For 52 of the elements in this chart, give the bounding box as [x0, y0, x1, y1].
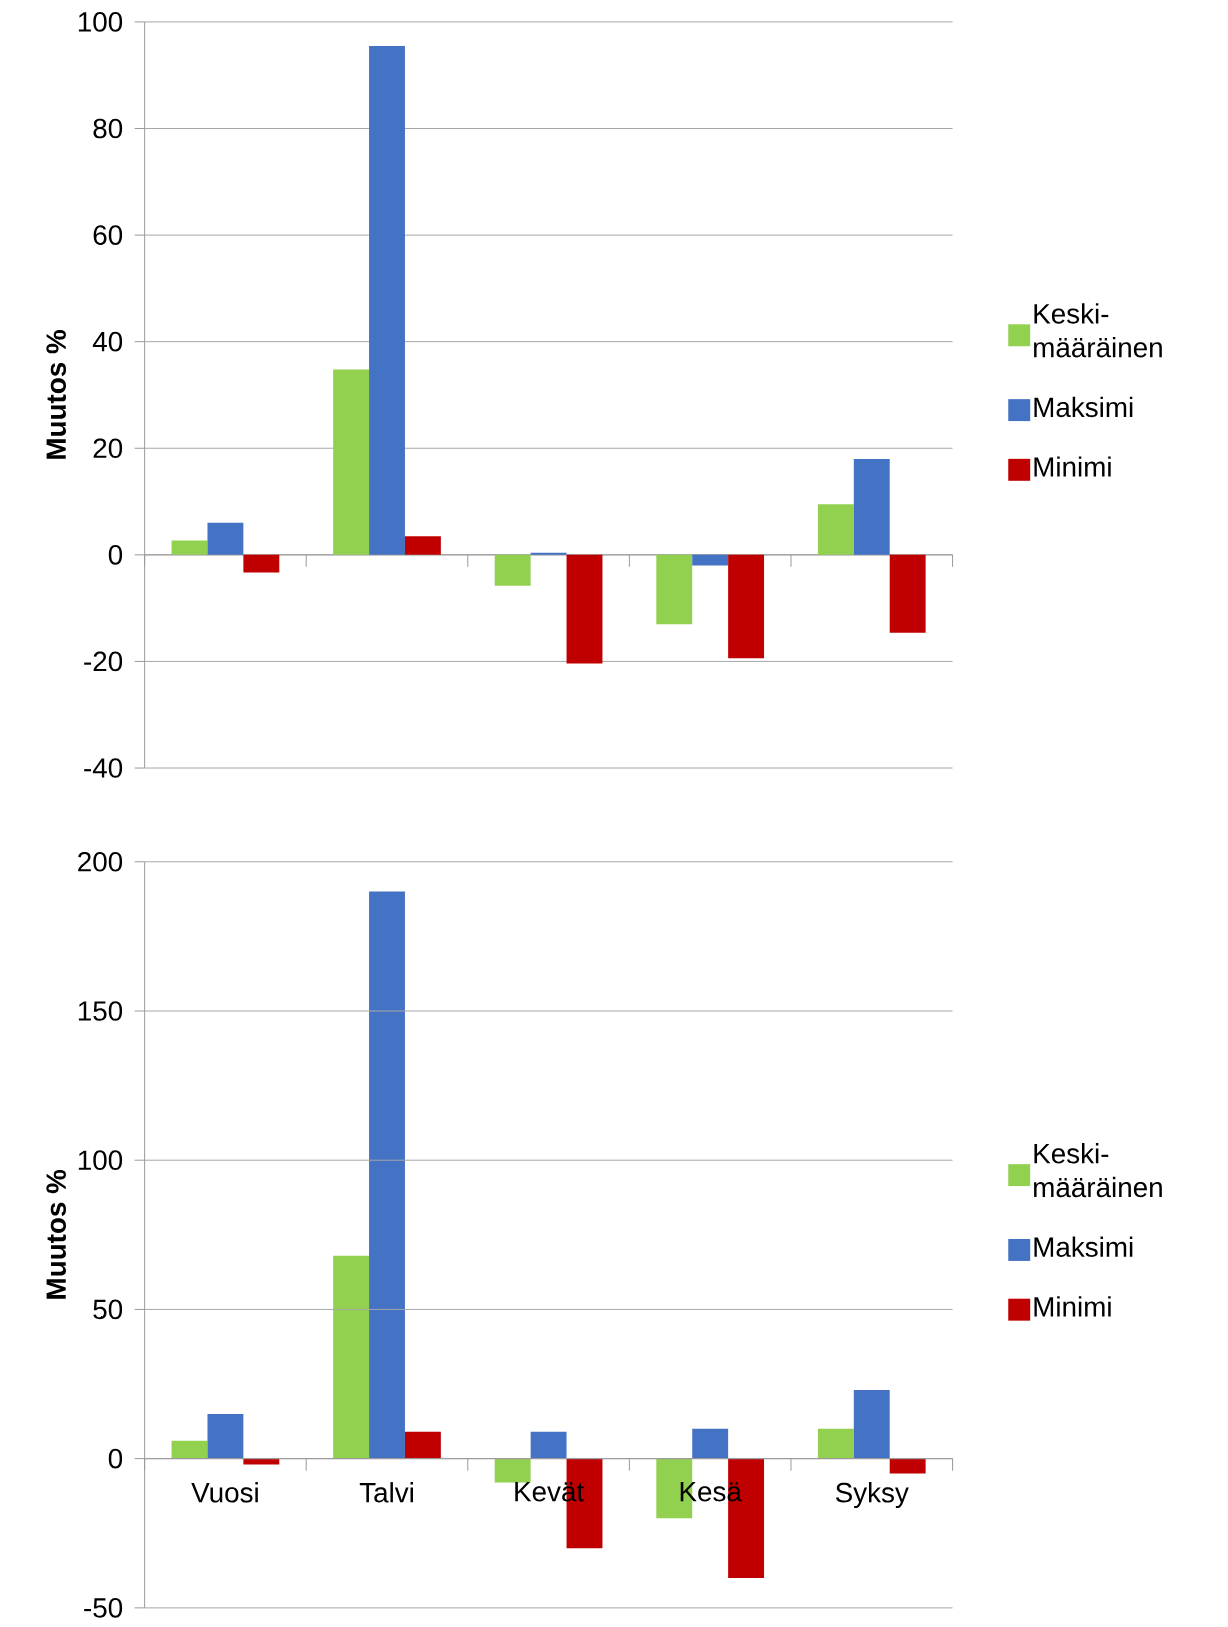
bar	[171, 540, 208, 555]
x-tick-label: Syksy	[836, 1482, 909, 1509]
bar	[692, 554, 729, 566]
y-tick-label: 60	[93, 225, 123, 245]
bar	[817, 504, 854, 555]
legend-label: Minimi	[1034, 1296, 1111, 1317]
bar	[369, 45, 406, 555]
y-tick-label: 20	[93, 438, 123, 459]
bar	[333, 1255, 370, 1459]
bar	[243, 554, 280, 573]
legend-label: Maksimi	[1034, 1236, 1133, 1257]
bar	[530, 1431, 567, 1459]
bar	[656, 554, 693, 625]
bar	[405, 536, 441, 555]
legend-label: Minimi	[1034, 456, 1111, 477]
bar	[333, 369, 370, 555]
bar	[817, 1428, 854, 1459]
legend-label: Keski-määräinen	[1034, 303, 1162, 358]
y-tick-label: 150	[78, 1001, 123, 1021]
bar	[530, 552, 567, 555]
bar	[405, 1431, 441, 1459]
bar	[494, 554, 531, 586]
y-tick-label: 200	[78, 851, 123, 872]
y-tick-label: 40	[92, 331, 123, 352]
legend-label: Keski-määräinen	[1034, 1143, 1162, 1198]
bar	[853, 1390, 890, 1459]
x-tick-label: Talvi	[359, 1482, 414, 1503]
y-tick-label: -40	[84, 758, 123, 778]
bar	[494, 1458, 531, 1483]
y-tick-label: 0	[108, 545, 123, 565]
bar	[853, 458, 890, 555]
y-tick-label: 100	[78, 12, 123, 32]
y-tick-label: 80	[93, 118, 123, 139]
bar	[207, 1413, 244, 1459]
bar	[889, 554, 926, 633]
y-axis-title: Muutos %	[46, 1169, 67, 1299]
y-tick-label: 0	[108, 1448, 123, 1469]
bar	[243, 1458, 280, 1465]
bar	[566, 554, 603, 664]
x-tick-label: Vuosi	[191, 1482, 258, 1503]
y-tick-label: 100	[78, 1150, 123, 1171]
legend-label: Maksimi	[1034, 396, 1133, 418]
y-axis-title: Muutos %	[46, 330, 67, 459]
y-tick-label: -50	[84, 1598, 123, 1618]
y-tick-label: -20	[84, 651, 123, 672]
bar	[692, 1428, 729, 1459]
bar	[728, 554, 765, 659]
bar	[207, 522, 244, 555]
bar	[171, 1440, 208, 1459]
y-tick-label: 50	[93, 1299, 123, 1320]
bar	[369, 891, 406, 1459]
bar	[889, 1458, 926, 1474]
